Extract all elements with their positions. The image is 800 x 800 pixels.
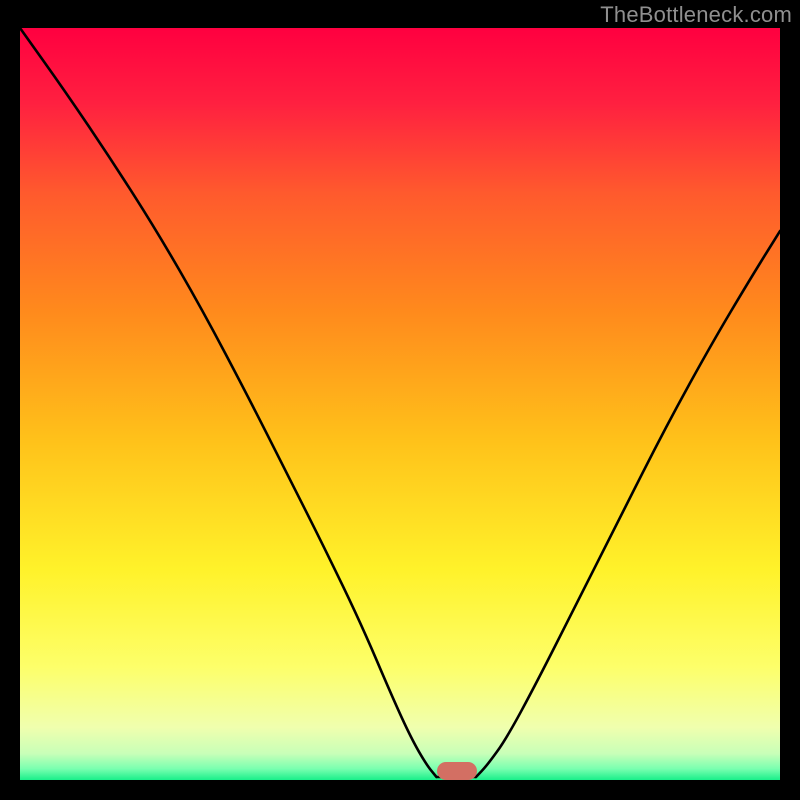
chart-container: TheBottleneck.com — [0, 0, 800, 800]
optimal-marker — [437, 762, 477, 780]
heat-gradient-area — [20, 28, 780, 780]
watermark-text: TheBottleneck.com — [600, 2, 792, 28]
bottleneck-chart — [0, 0, 800, 800]
